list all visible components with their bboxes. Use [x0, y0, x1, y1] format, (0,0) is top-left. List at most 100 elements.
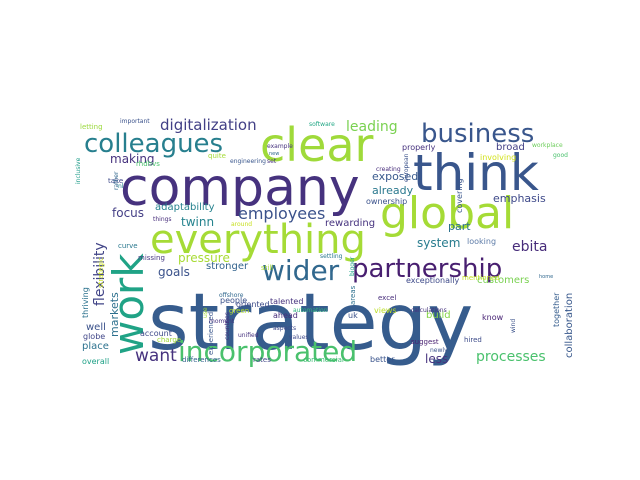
word-example: example — [267, 143, 293, 150]
word-people: people — [220, 296, 247, 305]
word-want: want — [135, 346, 177, 366]
word-strategic: strategic — [97, 257, 105, 288]
word-wider: wider — [262, 254, 340, 287]
word-partnership: partnership — [352, 254, 502, 284]
word-countries: countries — [224, 312, 231, 340]
word-involving: involving — [480, 153, 516, 162]
word-bigger: bigger — [349, 256, 356, 276]
word-global: global — [380, 188, 514, 239]
word-know: know — [482, 313, 504, 322]
word-good: good — [553, 152, 568, 159]
word-important: important — [120, 118, 150, 125]
word-account: account — [140, 329, 172, 338]
word-already: already — [372, 184, 414, 197]
word-goals: goals — [158, 265, 190, 279]
word-aspects: aspects — [273, 325, 296, 332]
word-views: views — [374, 306, 397, 315]
word-around: around — [231, 221, 252, 228]
word-calculations: calculations — [411, 307, 447, 314]
word-well: well — [86, 322, 106, 333]
word-rates: rates — [253, 356, 271, 364]
word-take: take — [108, 177, 123, 185]
word-mentioned: mentioned — [462, 274, 500, 282]
word-inclusive: inclusive — [75, 157, 82, 184]
word-missing: missing — [138, 254, 165, 262]
word-hired: hired — [464, 336, 482, 344]
word-letting: letting — [80, 123, 103, 131]
word-pressure: pressure — [178, 251, 230, 265]
word-together: together — [552, 292, 561, 327]
word-areas: areas — [349, 285, 357, 305]
word-digitalization: digitalization — [160, 116, 257, 134]
word-oriented: oriented — [236, 300, 270, 309]
word-collaboration: collaboration — [564, 293, 575, 358]
word-company: company — [120, 158, 360, 218]
word-still: still — [261, 264, 273, 272]
word-set: set — [267, 158, 277, 165]
word-ebita: ebita — [512, 239, 547, 255]
word-things: things — [153, 216, 172, 223]
word-clear: clear — [260, 118, 374, 172]
word-twinn: twinn — [181, 215, 214, 229]
word-looking: looking — [467, 237, 496, 246]
word-creating: creating — [376, 166, 401, 173]
word-business: business — [421, 119, 534, 149]
word-think: think — [413, 144, 539, 202]
word-moment: moment — [209, 318, 235, 325]
word-thriving: thriving — [81, 287, 90, 318]
word-rather: rather — [113, 171, 120, 190]
word-incorporated: incorporated — [178, 335, 357, 368]
word-commercial: commercial — [303, 356, 344, 364]
word-leading: leading — [346, 119, 398, 135]
word-european: european — [403, 153, 410, 182]
word-emphasis: emphasis — [493, 192, 546, 205]
word-rewarding: rewarding — [325, 218, 375, 229]
word-system: system — [417, 236, 460, 250]
word-ahead: ahead — [273, 311, 298, 320]
word-making: making — [110, 152, 155, 166]
word-differences: differences — [182, 356, 221, 364]
word-experienced: experienced — [207, 312, 215, 355]
word-stronger: stronger — [206, 261, 249, 272]
word-colleagues: colleagues — [84, 129, 223, 159]
word-exposed: exposed — [372, 170, 418, 183]
word-settling: settling — [320, 253, 343, 260]
word-employees: employees — [238, 204, 325, 223]
word-focus: focus — [112, 206, 144, 220]
word-rhdhvs: rhdhvs — [136, 160, 160, 168]
word-engineering: engineering — [230, 158, 266, 165]
word-values: values — [289, 334, 309, 341]
word-wind: wind — [510, 319, 517, 333]
word-overall: overall — [82, 357, 109, 366]
word-globe: globe — [83, 332, 105, 341]
word-software: software — [309, 121, 335, 128]
word-strategy: strategy — [148, 278, 473, 368]
word-ownership: ownership — [366, 197, 407, 206]
word-use: use — [202, 307, 209, 318]
word-work: work — [104, 253, 153, 355]
word-exceptionally: exceptionally — [406, 276, 459, 285]
word-green: green — [229, 307, 249, 315]
word-flexibility: flexibility — [92, 242, 108, 306]
word-automation: automation — [293, 307, 328, 314]
word-workplace: workplace — [532, 142, 563, 149]
word-adaptability: adaptability — [155, 202, 215, 213]
word-offshore: offshore — [219, 292, 244, 299]
word-everything: everything — [150, 217, 366, 263]
word-suggest: suggest — [411, 338, 439, 346]
word-unified: unified — [238, 332, 259, 339]
word-broad: broad — [496, 142, 525, 153]
word-talented: talented — [270, 297, 303, 306]
word-less: less — [425, 352, 448, 366]
word-better: better — [370, 355, 395, 364]
word-quite: quite — [208, 152, 226, 160]
word-build: build — [426, 310, 451, 321]
word-newly: newly — [430, 347, 448, 354]
word-uk: uk — [348, 311, 358, 320]
word-properly: properly — [402, 143, 436, 152]
word-nl: nl — [118, 183, 124, 190]
word-new: new — [269, 151, 279, 157]
word-home: home — [539, 274, 553, 280]
word-curve: curve — [118, 242, 138, 250]
